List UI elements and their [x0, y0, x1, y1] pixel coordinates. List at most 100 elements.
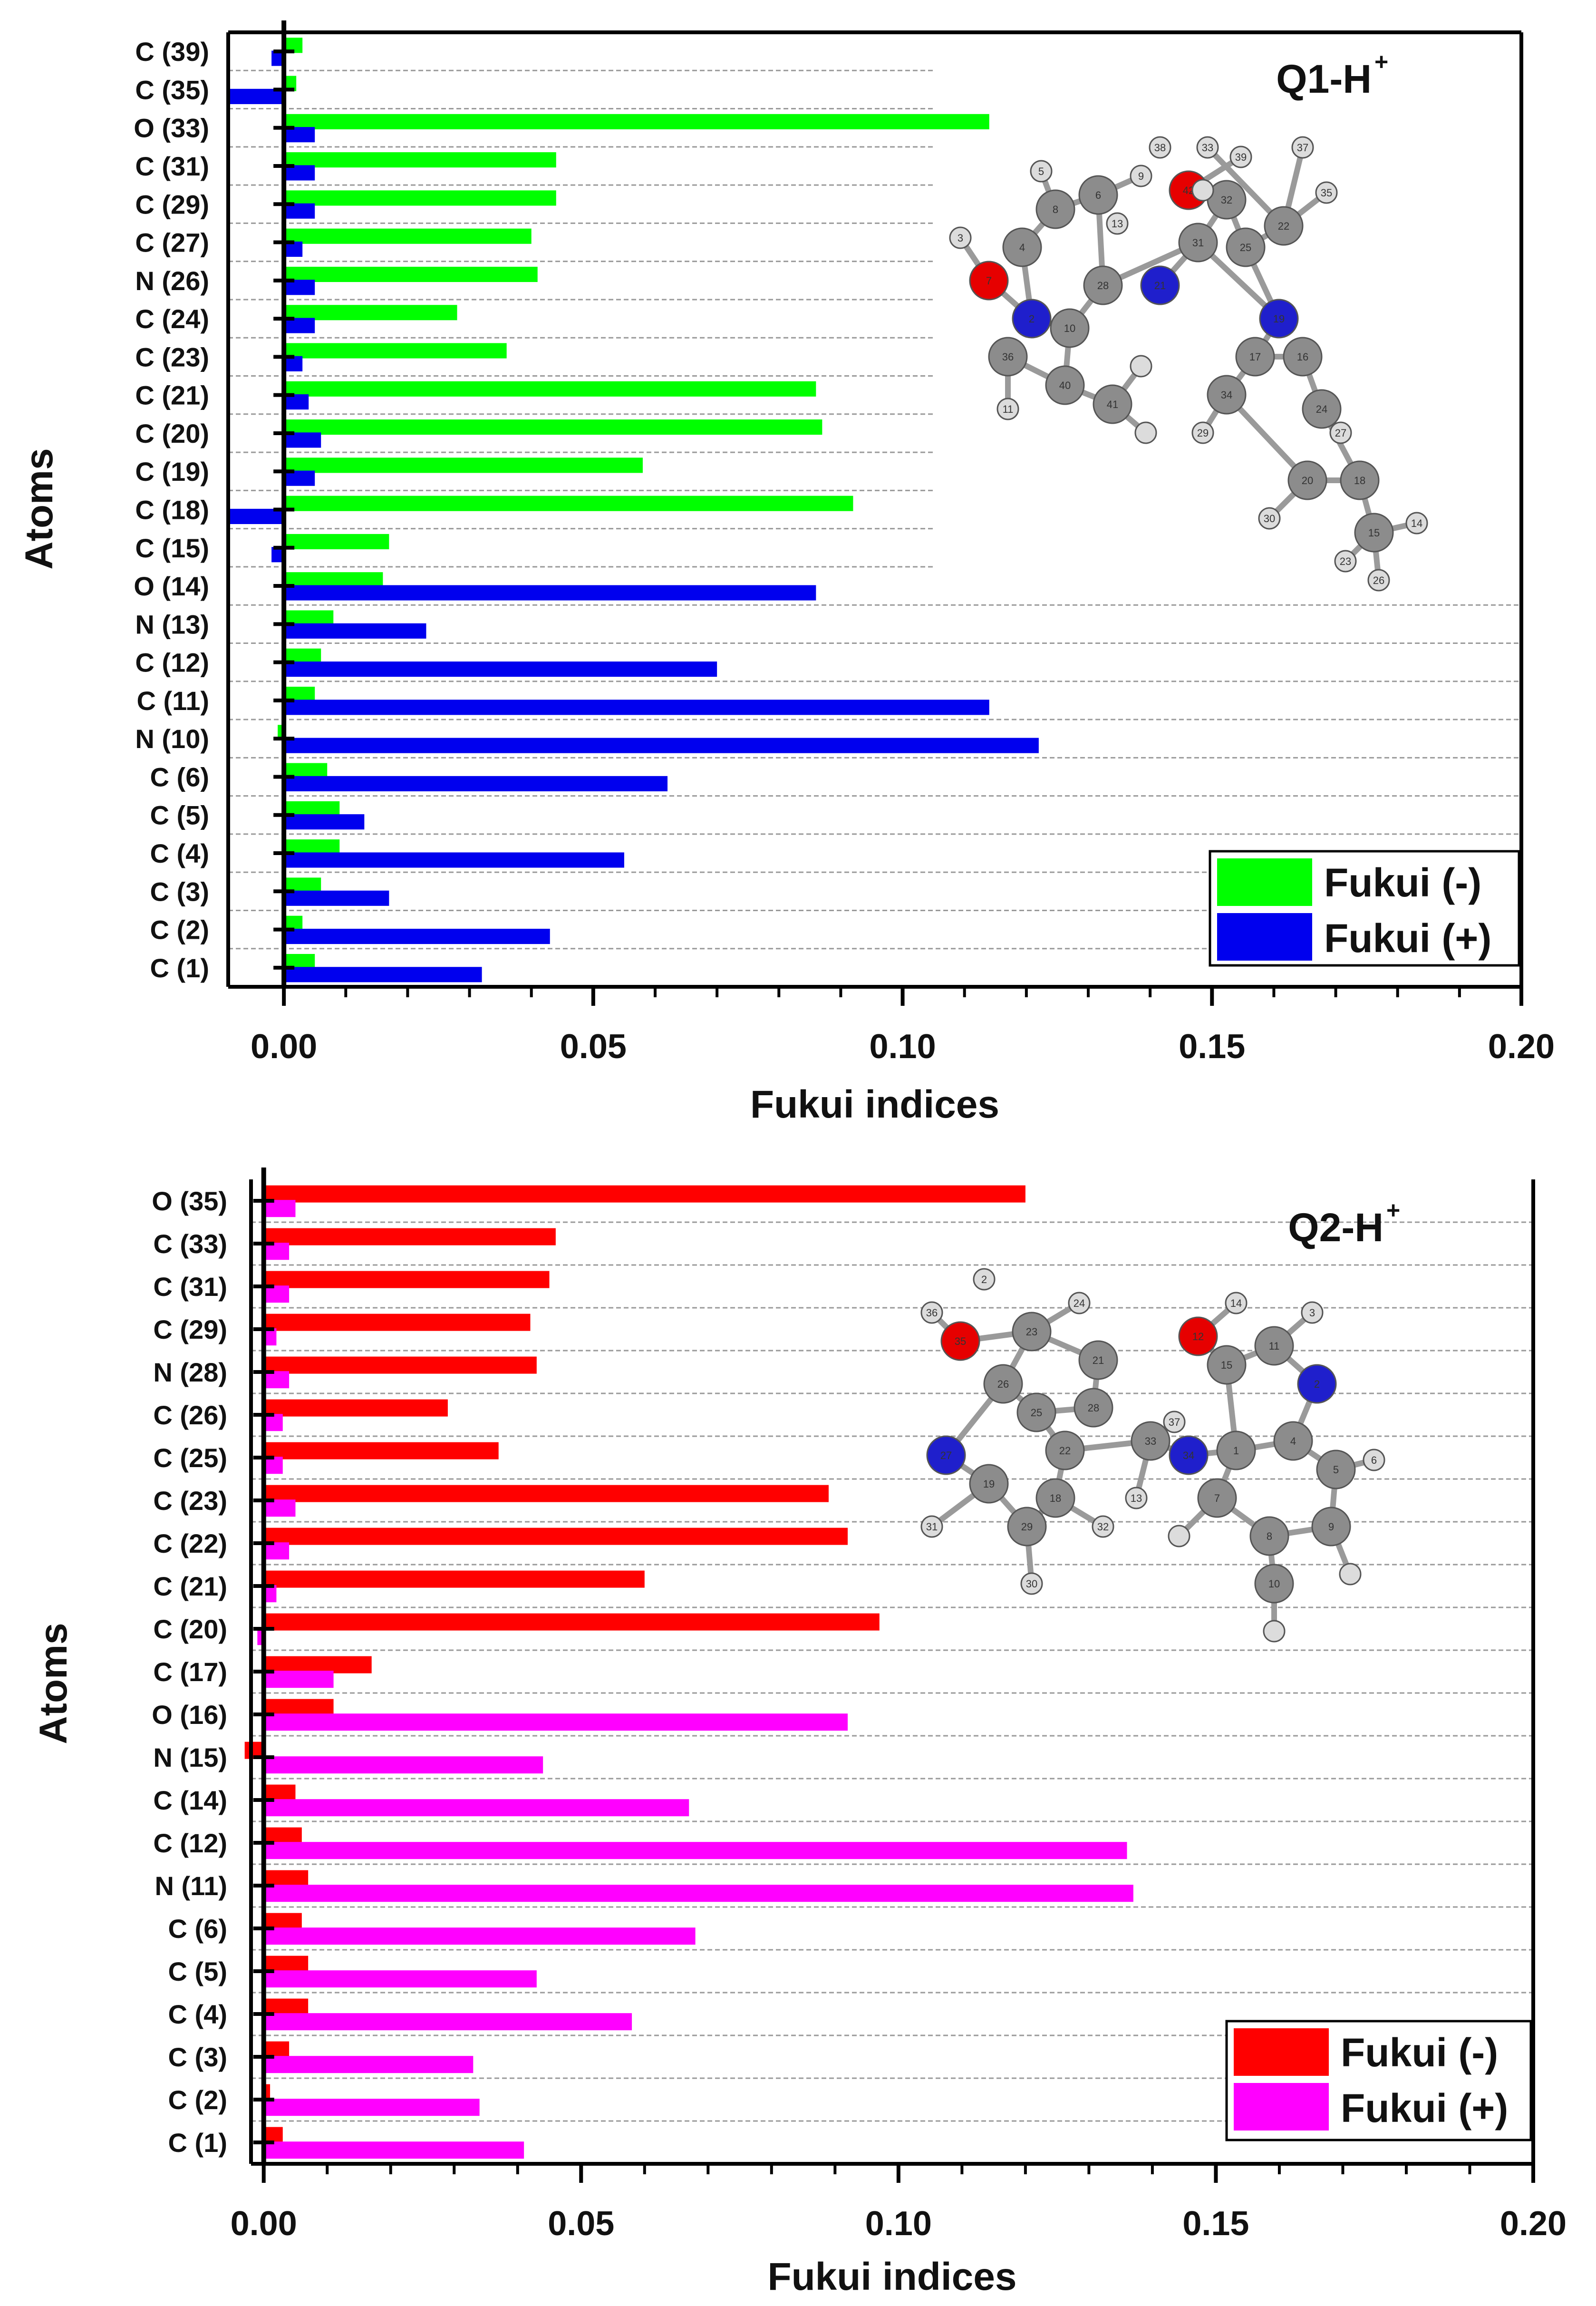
legend-label-plus: Fukui (+) — [1324, 916, 1491, 961]
atom-number-label: 14 — [1230, 1297, 1242, 1309]
hydrogen-atom — [1191, 179, 1214, 202]
carbon-atom — [1002, 227, 1042, 267]
y-tick-label: N (10) — [135, 724, 209, 754]
carbon-atom — [1226, 227, 1266, 267]
atom-number-label: 34 — [1183, 1450, 1194, 1461]
x-tick-label: 0.20 — [1500, 2205, 1567, 2243]
bar-fukui-plus-c2 — [263, 2099, 480, 2116]
atom-number-label: 14 — [1411, 517, 1422, 529]
legend-label-plus: Fukui (+) — [1341, 2086, 1508, 2131]
carbon-atom — [1302, 389, 1342, 429]
atom-number-label: 9 — [1138, 170, 1144, 182]
x-tick-label: 0.15 — [1182, 2205, 1249, 2243]
y-tick-label: N (26) — [135, 266, 209, 296]
panel-label-superscript: + — [1386, 1197, 1400, 1224]
legend-swatch-plus — [1234, 2083, 1329, 2131]
atom-number-label: 21 — [1093, 1354, 1104, 1366]
carbon-atom — [988, 337, 1028, 377]
y-tick-label: C (1) — [168, 2128, 227, 2158]
atom-number-label: 31 — [926, 1521, 938, 1533]
atom-number-label: 8 — [1053, 204, 1058, 215]
hydrogen-atom — [973, 1268, 996, 1291]
hydrogen-atom — [1329, 421, 1352, 444]
y-tick-label: C (1) — [150, 953, 209, 983]
y-tick-label: C (39) — [135, 37, 209, 67]
x-axis-title: Fukui indices — [750, 1083, 999, 1126]
bar-fukui-plus-c4 — [284, 852, 624, 868]
atom-number-label: 37 — [1297, 142, 1308, 154]
carbon-atom — [1254, 1326, 1294, 1366]
y-tick-label: C (12) — [153, 1828, 227, 1858]
atom-number-label: 3 — [1309, 1307, 1315, 1319]
hydrogen-atom — [1367, 569, 1390, 592]
atom-number-label: 23 — [1026, 1326, 1037, 1338]
y-tick-label: C (2) — [150, 915, 209, 945]
bar-fukui-plus-c12 — [263, 1842, 1127, 1859]
hydrogen-atom — [1263, 1620, 1286, 1643]
atom-number-label: 13 — [1131, 1492, 1142, 1504]
x-axis-title: Fukui indices — [768, 2255, 1017, 2298]
atom-number-label: 16 — [1297, 351, 1308, 363]
y-axis-title: Atoms — [32, 1623, 75, 1744]
atom-number-label: 35 — [1321, 187, 1332, 199]
nitrogen-atom — [1259, 299, 1299, 339]
hydrogen-atom — [1334, 550, 1357, 573]
atom-number-label: 41 — [1107, 399, 1118, 410]
y-tick-label: C (12) — [135, 648, 209, 678]
hydrogen-atom — [920, 1515, 943, 1538]
atom-number-label: 2 — [981, 1274, 987, 1285]
bar-fukui-plus-n28 — [263, 1371, 290, 1389]
y-tick-label: C (5) — [168, 1956, 227, 1986]
carbon-atom — [1254, 1564, 1294, 1604]
carbon-atom — [1197, 1478, 1237, 1518]
atom-number-label: 17 — [1249, 351, 1261, 363]
oxygen-atom — [969, 261, 1009, 301]
carbon-atom — [1007, 1507, 1047, 1547]
atom-number-label: 24 — [1074, 1297, 1085, 1309]
hydrogen-atom — [1191, 421, 1214, 444]
bar-fukui-minus-c15 — [284, 534, 389, 549]
nitrogen-atom — [1297, 1364, 1337, 1404]
hydrogen-atom — [1163, 1411, 1186, 1433]
bar-fukui-plus-c33 — [263, 1243, 290, 1260]
hydrogen-atom — [1168, 1525, 1190, 1547]
bar-fukui-minus-o35 — [263, 1185, 1025, 1203]
hydrogen-atom — [1405, 512, 1428, 535]
bar-fukui-plus-o35 — [263, 1200, 296, 1217]
legend-label-minus: Fukui (-) — [1324, 860, 1481, 905]
hydrogen-atom — [1149, 136, 1171, 159]
atom-number-label: 25 — [1240, 242, 1251, 253]
x-tick-label: 0.20 — [1488, 1028, 1555, 1066]
atom-number-label: 26 — [997, 1378, 1009, 1390]
atom-number-label: 19 — [1273, 313, 1285, 325]
atom-number-label: 12 — [1192, 1331, 1204, 1343]
legend-swatch-plus — [1217, 913, 1312, 961]
carbon-atom — [1083, 265, 1123, 305]
bar-fukui-plus-c4 — [263, 2013, 632, 2031]
carbon-atom — [1316, 1450, 1356, 1489]
hydrogen-atom — [1339, 1563, 1362, 1586]
atom-number-label: 21 — [1154, 280, 1166, 292]
atom-number-label: 9 — [1328, 1521, 1334, 1533]
atom-number-label: 32 — [1221, 194, 1232, 206]
hydrogen-atom — [1068, 1292, 1091, 1314]
bar-fukui-minus-c17 — [263, 1656, 372, 1674]
hydrogen-atom — [1134, 421, 1157, 444]
y-tick-label: O (16) — [152, 1700, 227, 1730]
carbon-atom — [983, 1364, 1023, 1404]
bar-fukui-plus-c23 — [263, 1499, 296, 1517]
bar-fukui-minus-o33 — [284, 114, 989, 129]
bar-fukui-minus-c23 — [284, 343, 507, 359]
atom-number-label: 1 — [1233, 1445, 1239, 1457]
bar-fukui-plus-c1 — [263, 2141, 524, 2159]
bar-fukui-minus-c23 — [263, 1485, 829, 1502]
atom-number-label: 36 — [1002, 351, 1014, 363]
carbon-atom — [1035, 189, 1075, 229]
bar-fukui-minus-c18 — [284, 496, 853, 511]
nitrogen-atom — [1140, 265, 1180, 305]
hydrogen-atom — [1130, 355, 1152, 378]
carbon-atom — [1016, 1392, 1056, 1432]
y-tick-label: C (14) — [153, 1785, 227, 1815]
y-tick-label: C (4) — [150, 838, 209, 868]
hydrogen-atom — [1258, 507, 1281, 530]
